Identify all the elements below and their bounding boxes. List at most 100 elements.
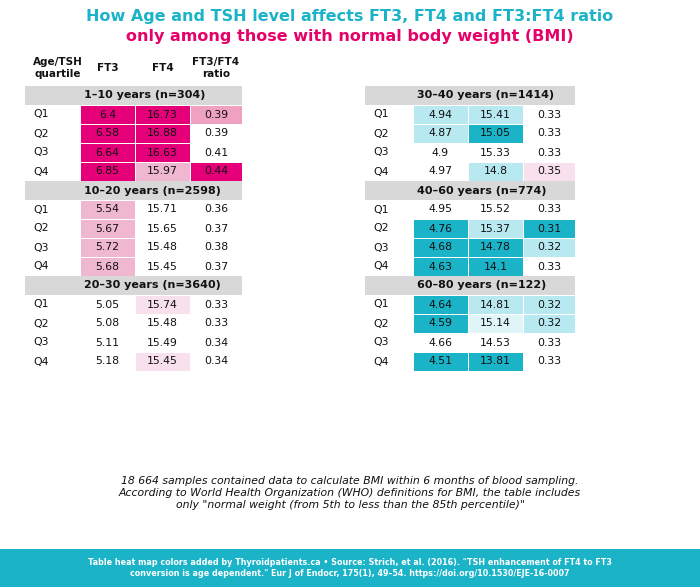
Text: 0.31: 0.31: [537, 224, 561, 234]
Text: 10–20 years (n=2598): 10–20 years (n=2598): [84, 185, 221, 195]
Bar: [414, 295, 468, 313]
Text: 15.65: 15.65: [147, 224, 178, 234]
Text: 18 664 samples contained data to calculate BMI within 6 months of blood sampling: 18 664 samples contained data to calcula…: [119, 477, 581, 510]
Text: 0.34: 0.34: [204, 356, 228, 366]
Text: 15.52: 15.52: [480, 204, 511, 214]
Bar: [136, 124, 190, 143]
Bar: [468, 106, 522, 123]
Text: 0.37: 0.37: [204, 261, 228, 272]
Text: 4.64: 4.64: [428, 299, 452, 309]
Text: Table heat map colors added by Thyroidpatients.ca • Source: Strich, et al. (2016: Table heat map colors added by Thyroidpa…: [88, 558, 612, 578]
Text: 5.72: 5.72: [95, 242, 120, 252]
Text: 5.67: 5.67: [95, 224, 120, 234]
Text: Q3: Q3: [373, 242, 389, 252]
Text: 4.76: 4.76: [428, 224, 452, 234]
Text: 15.41: 15.41: [480, 110, 511, 120]
Bar: [25, 86, 242, 105]
Bar: [414, 353, 468, 370]
Text: 4.9: 4.9: [432, 147, 449, 157]
Text: Q2: Q2: [33, 224, 48, 234]
Text: 15.97: 15.97: [147, 167, 178, 177]
Text: 14.1: 14.1: [484, 261, 508, 272]
Text: Q4: Q4: [33, 261, 48, 272]
Text: 5.68: 5.68: [95, 261, 120, 272]
Bar: [524, 220, 575, 238]
Text: 15.48: 15.48: [147, 319, 178, 329]
Text: 0.41: 0.41: [204, 147, 228, 157]
Text: 30–40 years (n=1414): 30–40 years (n=1414): [417, 90, 554, 100]
Text: 0.32: 0.32: [537, 319, 561, 329]
Text: Q1: Q1: [33, 299, 48, 309]
Text: 0.36: 0.36: [204, 204, 228, 214]
Text: 4.66: 4.66: [428, 338, 452, 348]
Text: 5.18: 5.18: [95, 356, 120, 366]
Text: Q3: Q3: [33, 147, 48, 157]
Text: 0.34: 0.34: [204, 338, 228, 348]
Bar: [365, 276, 575, 295]
Text: 15.48: 15.48: [147, 242, 178, 252]
Text: 13.81: 13.81: [480, 356, 511, 366]
Text: 15.33: 15.33: [480, 147, 511, 157]
Text: 15.37: 15.37: [480, 224, 511, 234]
Text: Q3: Q3: [373, 338, 389, 348]
Text: 6.4: 6.4: [99, 110, 116, 120]
Text: 60–80 years (n=122): 60–80 years (n=122): [417, 281, 546, 291]
Bar: [365, 86, 575, 105]
Bar: [524, 238, 575, 257]
Text: Q4: Q4: [33, 167, 48, 177]
Text: 15.05: 15.05: [480, 129, 511, 139]
Text: 5.54: 5.54: [95, 204, 120, 214]
Bar: [190, 106, 241, 123]
Text: 0.35: 0.35: [537, 167, 561, 177]
Text: 4.51: 4.51: [428, 356, 452, 366]
Text: Age/TSH
quartile: Age/TSH quartile: [33, 57, 83, 79]
Text: 14.78: 14.78: [480, 242, 511, 252]
Text: 5.08: 5.08: [95, 319, 120, 329]
Text: 0.33: 0.33: [204, 319, 228, 329]
Text: 20–30 years (n=3640): 20–30 years (n=3640): [84, 281, 220, 291]
Bar: [468, 238, 522, 257]
Bar: [136, 353, 190, 370]
Text: 15.14: 15.14: [480, 319, 511, 329]
Text: FT3: FT3: [97, 63, 118, 73]
Text: Q1: Q1: [33, 204, 48, 214]
Text: 4.68: 4.68: [428, 242, 452, 252]
Bar: [0, 549, 700, 587]
Text: 4.94: 4.94: [428, 110, 452, 120]
Text: 6.58: 6.58: [95, 129, 120, 139]
Text: Q3: Q3: [33, 338, 48, 348]
Text: 16.73: 16.73: [147, 110, 178, 120]
Text: 0.33: 0.33: [537, 129, 561, 139]
Bar: [468, 353, 522, 370]
Text: Q2: Q2: [373, 129, 389, 139]
Text: 15.45: 15.45: [147, 356, 178, 366]
Text: Q1: Q1: [373, 204, 389, 214]
Bar: [468, 258, 522, 275]
Bar: [80, 201, 134, 218]
Text: 14.8: 14.8: [484, 167, 508, 177]
Text: Q4: Q4: [373, 356, 389, 366]
Text: 0.44: 0.44: [204, 167, 228, 177]
Text: 15.49: 15.49: [147, 338, 178, 348]
Bar: [414, 220, 468, 238]
Bar: [80, 143, 134, 161]
Text: Q4: Q4: [373, 261, 389, 272]
Text: 16.88: 16.88: [147, 129, 178, 139]
Text: 0.32: 0.32: [537, 299, 561, 309]
Text: How Age and TSH level affects FT3, FT4 and FT3:FT4 ratio: How Age and TSH level affects FT3, FT4 a…: [86, 9, 614, 24]
Text: 4.97: 4.97: [428, 167, 452, 177]
Bar: [414, 258, 468, 275]
Text: 15.71: 15.71: [147, 204, 178, 214]
Text: 4.59: 4.59: [428, 319, 452, 329]
Text: Q3: Q3: [373, 147, 389, 157]
Text: Q2: Q2: [33, 129, 48, 139]
Text: Q2: Q2: [373, 319, 389, 329]
Text: 0.33: 0.33: [537, 261, 561, 272]
Text: 6.64: 6.64: [95, 147, 120, 157]
Bar: [136, 143, 190, 161]
Bar: [80, 163, 134, 180]
Text: Q1: Q1: [373, 110, 389, 120]
Bar: [25, 276, 242, 295]
Bar: [524, 315, 575, 332]
Text: 0.33: 0.33: [537, 147, 561, 157]
